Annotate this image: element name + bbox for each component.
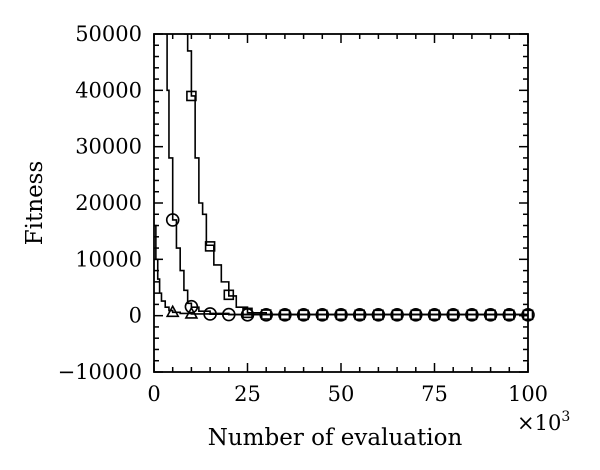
marker-square (485, 309, 496, 321)
x-axis-multiplier-exponent: 3 (561, 409, 570, 425)
tick-label-layer: 0 25 50 75 100−10000010000200003000040000500… (58, 22, 548, 406)
marker-circle (278, 308, 292, 322)
marker-circle (184, 299, 199, 314)
marker-circle (371, 308, 386, 322)
marker-square (354, 309, 366, 321)
marker-square (391, 309, 403, 321)
y-tick-label: 50000 (75, 22, 142, 46)
marker-circle (483, 308, 498, 322)
marker-square (223, 289, 235, 301)
marker-square (373, 309, 384, 321)
marker-square (260, 309, 272, 320)
series-line-triangle (154, 224, 528, 316)
x-tick-label: 25 (234, 382, 261, 406)
marker-triangle (165, 304, 180, 318)
marker-square (279, 309, 291, 321)
x-axis-multiplier: ×103 (517, 409, 570, 435)
y-axis-title: Fitness (22, 161, 48, 246)
marker-square (204, 241, 216, 252)
y-tick-label: 10000 (75, 247, 142, 271)
x-axis-title: Number of evaluation (208, 425, 463, 451)
tick-layer (153, 33, 529, 373)
marker-circle (296, 308, 311, 322)
marker-square (242, 307, 253, 319)
marker-square (186, 90, 197, 102)
marker-square (316, 309, 328, 321)
marker-circle (222, 307, 236, 322)
y-tick-label: 20000 (75, 191, 142, 215)
x-tick-label: 50 (328, 382, 355, 406)
marker-circle (165, 213, 180, 227)
series-line-square (183, 34, 528, 316)
x-axis-multiplier-base: ×10 (517, 411, 561, 435)
marker-square (298, 309, 309, 321)
series-layer (154, 34, 528, 316)
marker-circle (203, 307, 217, 321)
marker-square (429, 309, 440, 321)
marker-square (410, 309, 422, 321)
marker-circle (427, 308, 442, 322)
y-tick-label: 40000 (75, 78, 142, 102)
marker-circle (315, 308, 330, 322)
series-line-circle (165, 34, 528, 316)
marker-circle (390, 308, 404, 322)
marker-square (503, 309, 515, 321)
marker-circle (502, 308, 517, 322)
marker-triangle (184, 306, 199, 319)
marker-circle (352, 308, 367, 322)
marker-circle (465, 308, 479, 322)
marker-square (447, 309, 459, 321)
marker-circle (334, 308, 348, 322)
marker-square (335, 309, 347, 321)
y-tick-label: 30000 (75, 135, 142, 159)
x-tick-label: 75 (421, 382, 448, 406)
marker-layer (165, 90, 535, 322)
x-tick-label: 0 (147, 382, 160, 406)
marker-circle (408, 308, 423, 322)
marker-circle (446, 308, 461, 322)
marker-circle (259, 308, 274, 322)
y-tick-label: 0 (129, 304, 142, 328)
y-tick-label: −10000 (58, 360, 142, 384)
marker-square (466, 309, 478, 321)
x-tick-label: 100 (508, 382, 548, 406)
